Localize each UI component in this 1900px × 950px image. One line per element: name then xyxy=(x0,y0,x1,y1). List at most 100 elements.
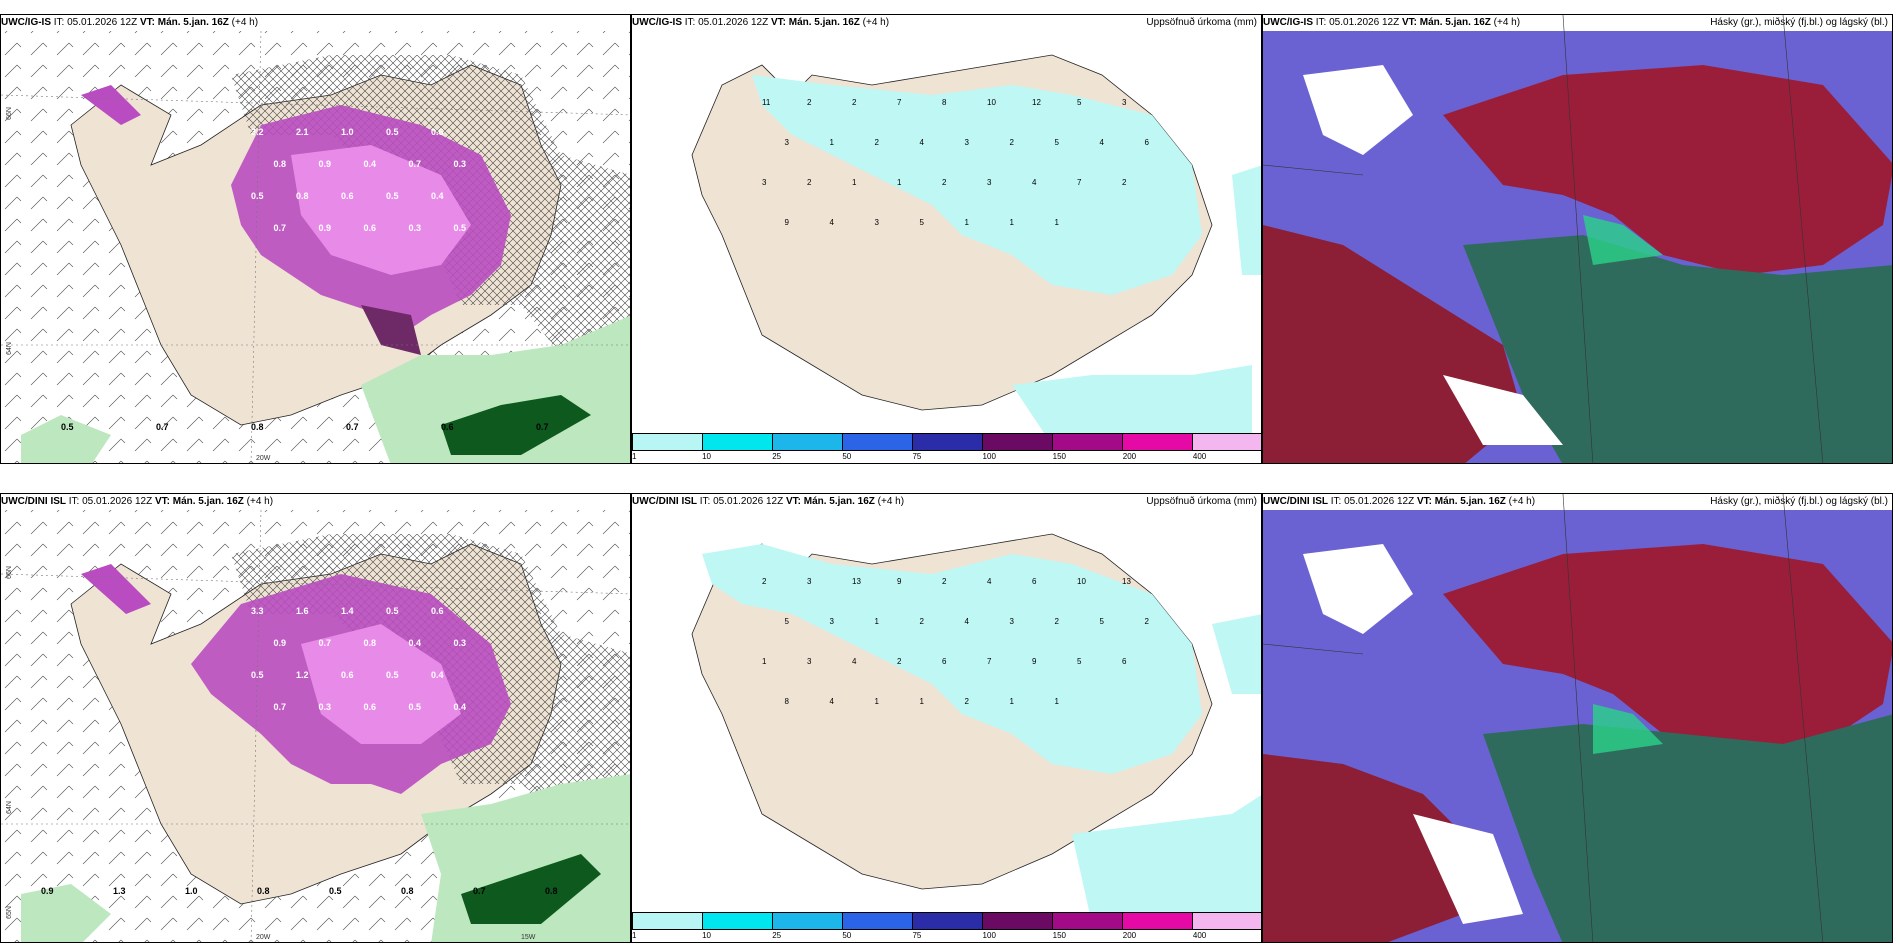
map-value-label: 0.6 xyxy=(364,702,377,712)
map-value-label: 2 xyxy=(807,178,812,187)
map-value-label: 10 xyxy=(987,98,996,107)
map-value-label: 1 xyxy=(1010,697,1015,706)
map-value-label: 0.7 xyxy=(536,422,549,432)
map-value-label: 3.3 xyxy=(251,606,264,616)
colorbar-tick-label: 75 xyxy=(912,452,922,461)
map-value-label: 0.5 xyxy=(386,127,399,137)
it-label: IT: 05.01.2026 12Z xyxy=(53,17,138,28)
map-value-label: 0.8 xyxy=(257,886,270,896)
lead-label: (+4 h) xyxy=(246,496,274,507)
it-label: IT: 05.01.2026 12Z xyxy=(68,496,153,507)
cloud-map xyxy=(1263,494,1892,942)
map-value-label: 0.8 xyxy=(274,159,287,169)
colorbar-swatch xyxy=(633,913,703,929)
map-value-label: 5 xyxy=(1077,98,1082,107)
ptype-value-labels: 3.3 1.6 1.4 0.5 0.6 0.9 0.7 0.8 0.4 0.3 0.5 1.2 0.6 0… xyxy=(251,606,466,712)
map-value-label: 5 xyxy=(1077,657,1082,666)
precip-map-panel-2: UWC/DINI ISL IT: 05.01.2026 12Z VT: Mán.… xyxy=(631,493,1262,943)
map-value-label: 9 xyxy=(1032,657,1037,666)
lat-label-65: 65N xyxy=(5,906,13,919)
map-value-label: 6 xyxy=(1145,138,1150,147)
map-value-label: 0.5 xyxy=(454,223,467,233)
panel-header: UWC/IG-IS IT: 05.01.2026 12Z VT: Mán. 5.… xyxy=(1263,15,1892,31)
map-value-label: 8 xyxy=(785,697,790,706)
vt-label: VT: Mán. 5.jan. 16Z xyxy=(1416,496,1506,507)
precip-colorbar xyxy=(632,912,1261,930)
map-value-label: 0.7 xyxy=(409,159,422,169)
colorbar-tick-label: 100 xyxy=(982,931,996,940)
map-value-label: 0.8 xyxy=(364,638,377,648)
map-value-label: 1 xyxy=(875,697,880,706)
map-value-label: 0.9 xyxy=(274,638,287,648)
map-value-label: 0.6 xyxy=(431,127,444,137)
model-name: UWC/IG-IS xyxy=(1263,17,1313,28)
map-value-label: 1.2 xyxy=(296,670,309,680)
model-name: UWC/IG-IS xyxy=(1,17,51,28)
lead-label: (+4 h) xyxy=(231,17,259,28)
map-value-label: 7 xyxy=(897,98,902,107)
precip-value-labels: 11 2 2 7 8 10 12 5 33 1 2 4 3 2 5 4 63 2 1 1 2 3 4 7 29 4 3 5 1 1 1 xyxy=(762,98,1150,227)
map-value-label: 0.5 xyxy=(386,191,399,201)
map-value-label: 4 xyxy=(830,697,835,706)
map-value-label: 2 xyxy=(1055,617,1060,626)
map-value-label: 5 xyxy=(1100,617,1105,626)
map-value-label: 2 xyxy=(1010,138,1015,147)
map-value-label: 1.0 xyxy=(341,127,354,137)
map-value-label: 3 xyxy=(875,218,880,227)
cloud-map-panel-1: UWC/IG-IS IT: 05.01.2026 12Z VT: Mán. 5.… xyxy=(1262,14,1893,464)
colorbar-swatch xyxy=(913,913,983,929)
lon-label-15: 15W xyxy=(521,934,536,941)
map-value-label: 4 xyxy=(920,138,925,147)
lat-label-66: 66N xyxy=(5,107,13,120)
colorbar-swatch xyxy=(773,434,843,450)
map-value-label: 0.6 xyxy=(341,670,354,680)
map-value-label: 13 xyxy=(1122,577,1131,586)
map-value-label: 1 xyxy=(852,178,857,187)
map-value-label: 2 xyxy=(942,577,947,586)
lead-label: (+4 h) xyxy=(1493,17,1521,28)
colorbar-swatch xyxy=(843,913,913,929)
map-value-label: 0.6 xyxy=(341,191,354,201)
map-value-label: 3 xyxy=(830,617,835,626)
precip-colorbar xyxy=(632,433,1261,451)
map-value-label: 0.9 xyxy=(319,223,332,233)
map-value-label: 0.4 xyxy=(454,702,467,712)
map-value-label: 12 xyxy=(1032,98,1041,107)
map-value-label: 0.6 xyxy=(441,422,454,432)
map-value-label: 0.4 xyxy=(409,638,422,648)
map-value-label: 2 xyxy=(897,657,902,666)
map-value-label: 9 xyxy=(785,218,790,227)
lat-label-66: 66N xyxy=(5,566,13,579)
map-value-label: 3 xyxy=(785,138,790,147)
map-value-label: 0.4 xyxy=(431,670,444,680)
ptype-map: 3.2 2.1 1.0 0.5 0.60.8 0.9 0.4 0.7 0.30.5 0.8 0.6 0… xyxy=(1,30,630,463)
map-value-label: 0.8 xyxy=(545,886,558,896)
map-value-label: 1 xyxy=(965,218,970,227)
colorbar-tick-label: 50 xyxy=(842,452,852,461)
precip-title: Uppsöfnuð úrkoma (mm) xyxy=(1146,17,1257,28)
map-value-label: 0.3 xyxy=(319,702,332,712)
map-value-label: 0.5 xyxy=(386,670,399,680)
lon-label-20: 20W xyxy=(256,455,271,462)
model-name: UWC/DINI ISL xyxy=(1,496,66,507)
green-value-labels: 0.5 0.7 0.8 0.7 0.6 0.7 xyxy=(61,422,549,432)
map-value-label: 2 xyxy=(965,697,970,706)
lead-label: (+4 h) xyxy=(877,496,905,507)
map-value-label: 0.3 xyxy=(454,159,467,169)
map-value-label: 0.6 xyxy=(431,606,444,616)
map-value-label: 4 xyxy=(1032,178,1037,187)
map-value-label: 8 xyxy=(942,98,947,107)
map-value-label: 3 xyxy=(807,577,812,586)
map-value-label: 2 xyxy=(762,577,767,586)
map-value-label: 2 xyxy=(875,138,880,147)
precip-map-panel-1: UWC/IG-IS IT: 05.01.2026 12Z VT: Mán. 5.… xyxy=(631,14,1262,464)
cloud-map-panel-2: UWC/DINI ISL IT: 05.01.2026 12Z VT: Mán.… xyxy=(1262,493,1893,943)
map-value-label: 2 xyxy=(852,98,857,107)
panel-header: UWC/IG-IS IT: 05.01.2026 12Z VT: Mán. 5.… xyxy=(632,15,1261,31)
it-label: IT: 05.01.2026 12Z xyxy=(1315,17,1400,28)
precip-map: 11 2 2 7 8 10 12 5 33 1 2 4 3 2 5 4 63 2 1 1 2 3 4 7 29 4 3 5 1 1 1 xyxy=(691,54,1261,445)
map-value-label: 1 xyxy=(830,138,835,147)
colorbar-tick-label: 200 xyxy=(1122,452,1137,461)
map-value-label: 4 xyxy=(987,577,992,586)
colorbar-tick-label: 150 xyxy=(1052,452,1067,461)
